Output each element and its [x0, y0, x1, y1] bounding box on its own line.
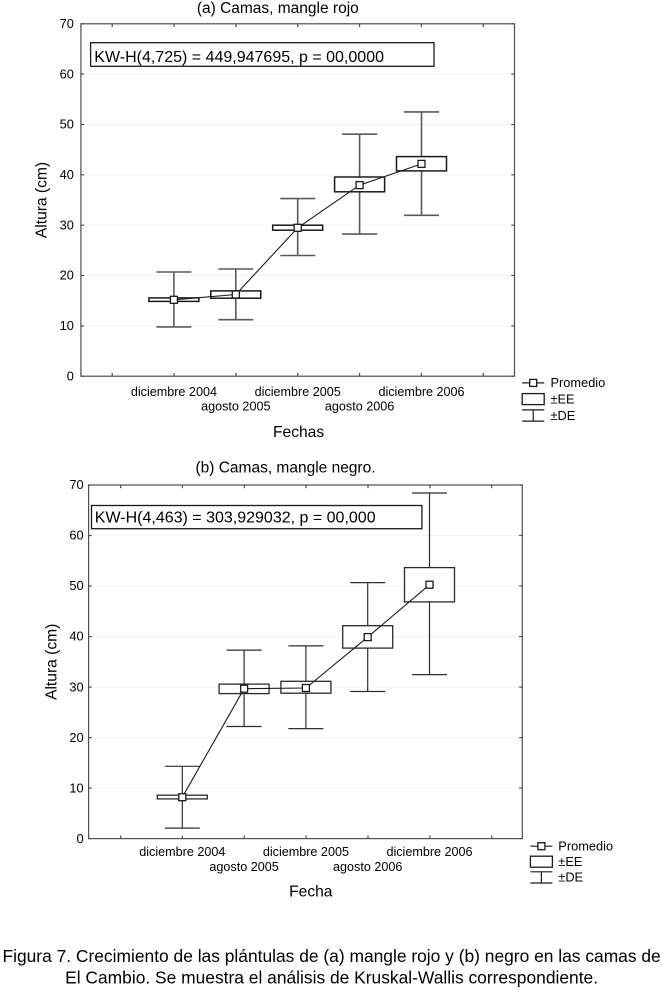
svg-text:KW-H(4,463) = 303,929032, p =: KW-H(4,463) = 303,929032, p = 00,000 — [95, 510, 376, 527]
svg-text:diciembre 2006: diciembre 2006 — [378, 385, 464, 399]
svg-text:0: 0 — [67, 368, 74, 383]
svg-text:20: 20 — [69, 730, 83, 745]
svg-text:50: 50 — [69, 578, 83, 593]
svg-text:Altura (cm): Altura (cm) — [43, 624, 60, 700]
svg-text:70: 70 — [60, 16, 74, 31]
svg-text:KW-H(4,725) = 449,947695, p =: KW-H(4,725) = 449,947695, p = 00,0000 — [94, 49, 384, 66]
svg-text:diciembre 2004: diciembre 2004 — [131, 385, 217, 399]
svg-text:Fecha: Fecha — [289, 884, 333, 901]
svg-text:agosto 2005: agosto 2005 — [201, 399, 270, 413]
svg-text:diciembre 2005: diciembre 2005 — [255, 385, 341, 399]
svg-text:0: 0 — [76, 831, 83, 846]
svg-text:Promedio: Promedio — [551, 375, 606, 390]
svg-text:60: 60 — [60, 66, 74, 81]
svg-text:Altura (cm): Altura (cm) — [34, 162, 51, 238]
svg-text:±DE: ±DE — [551, 408, 576, 423]
svg-text:±DE: ±DE — [558, 870, 583, 885]
svg-text:30: 30 — [69, 679, 83, 694]
svg-text:diciembre 2005: diciembre 2005 — [263, 845, 349, 859]
svg-text:agosto 2006: agosto 2006 — [333, 860, 402, 874]
svg-text:(a) Camas, mangle rojo: (a) Camas, mangle rojo — [197, 0, 359, 17]
svg-text:diciembre 2006: diciembre 2006 — [386, 845, 472, 859]
svg-text:Figura 7. Crecimiento de las p: Figura 7. Crecimiento de las plántulas d… — [2, 946, 660, 966]
svg-text:40: 40 — [60, 167, 74, 182]
svg-text:60: 60 — [69, 528, 83, 543]
svg-text:±EE: ±EE — [551, 391, 575, 406]
svg-text:diciembre 2004: diciembre 2004 — [139, 845, 225, 859]
svg-text:(b) Camas, mangle negro.: (b) Camas, mangle negro. — [195, 459, 375, 476]
svg-text:10: 10 — [69, 780, 83, 795]
svg-text:50: 50 — [60, 117, 74, 132]
svg-text:Promedio: Promedio — [558, 839, 613, 854]
svg-text:agosto 2005: agosto 2005 — [209, 860, 278, 874]
svg-text:El Cambio. Se muestra el análi: El Cambio. Se muestra el análisis de Kru… — [65, 968, 598, 988]
svg-text:20: 20 — [60, 268, 74, 283]
svg-text:10: 10 — [60, 318, 74, 333]
svg-text:Fechas: Fechas — [273, 424, 324, 441]
svg-text:agosto 2006: agosto 2006 — [325, 399, 394, 413]
svg-text:30: 30 — [60, 217, 74, 232]
svg-text:40: 40 — [69, 629, 83, 644]
svg-text:70: 70 — [69, 477, 83, 492]
svg-text:±EE: ±EE — [558, 854, 582, 869]
